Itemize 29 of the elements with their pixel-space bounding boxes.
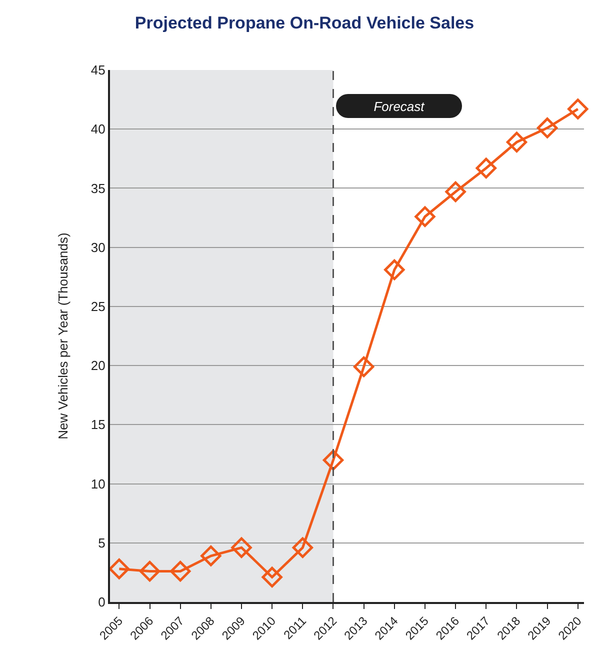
point (568, 98, 588, 120)
point (536, 118, 558, 138)
point (353, 356, 374, 378)
point (322, 450, 344, 470)
point (170, 560, 191, 582)
point (414, 206, 436, 227)
point (139, 560, 160, 582)
point (200, 546, 222, 566)
y-tick-label: 15 (90, 417, 106, 432)
y-tick-label: 5 (98, 535, 106, 550)
y-tick-label: 35 (90, 180, 106, 196)
point (292, 537, 314, 558)
y-axis-title: New Vehicles per Year (Thousands) (55, 232, 70, 440)
y-tick-label: 30 (90, 240, 106, 255)
point (506, 132, 528, 152)
point (476, 158, 496, 178)
label-pill: Forecast (336, 94, 462, 118)
y-tick-label: 0 (98, 594, 106, 610)
y-tick-label: 25 (90, 298, 106, 314)
y-tick-label: 40 (90, 122, 106, 137)
y-tick-label: 10 (90, 476, 106, 492)
point (108, 558, 130, 580)
point (384, 259, 405, 280)
point (262, 566, 282, 588)
y-tick-label: 45 (90, 62, 106, 78)
point (231, 537, 252, 558)
y-tick-label: 20 (90, 358, 106, 374)
point (445, 181, 466, 202)
chart-title: Projected Propane On-Road Vehicle Sales (134, 14, 474, 33)
